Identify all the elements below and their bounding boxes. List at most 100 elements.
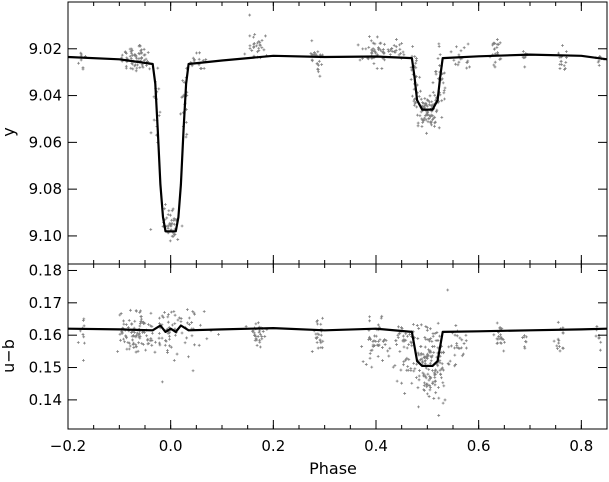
bottom-data-point <box>425 328 429 332</box>
bottom-data-point <box>260 337 264 341</box>
bottom-data-point <box>176 318 180 322</box>
bottom-data-point <box>416 386 420 390</box>
top-data-point <box>149 131 153 135</box>
top-data-point <box>436 57 440 60</box>
top-data-point <box>431 103 435 107</box>
top-data-point <box>523 65 527 69</box>
bottom-data-point <box>423 336 427 339</box>
top-data-point <box>454 62 457 66</box>
bottom-data-point <box>442 384 446 388</box>
bottom-data-point <box>395 343 398 346</box>
bottom-data-point <box>393 364 397 367</box>
top-data-point <box>425 131 428 135</box>
top-data-point <box>498 57 502 61</box>
bottom-data-point <box>426 352 429 356</box>
bottom-data-point <box>368 356 372 360</box>
bottom-data-point <box>454 324 458 327</box>
bottom-data-point <box>125 336 128 340</box>
bottom-data-point <box>417 405 420 409</box>
top-data-point <box>320 63 324 67</box>
top-data-point <box>199 67 202 70</box>
bottom-data-point <box>82 317 86 321</box>
top-data-point <box>137 57 141 60</box>
bottom-data-point <box>82 324 86 328</box>
top-data-point <box>521 49 525 53</box>
bottom-data-point <box>419 353 423 357</box>
bottom-data-point <box>417 378 421 382</box>
bottom-data-point <box>146 342 150 346</box>
bottom-data-point <box>417 327 421 330</box>
top-data-point <box>312 51 316 54</box>
top-data-point <box>163 203 167 206</box>
top-data-point <box>415 59 418 63</box>
bottom-x-tick-label: 0.4 <box>364 437 388 455</box>
top-data-point <box>429 104 433 108</box>
top-data-point <box>184 120 188 124</box>
top-data-point <box>390 47 394 51</box>
top-data-point <box>430 123 433 127</box>
top-data-point <box>260 39 264 42</box>
bottom-data-point <box>118 313 122 317</box>
bottom-data-point <box>449 344 453 348</box>
bottom-x-tick-label: 0.8 <box>569 437 593 455</box>
top-data-point <box>493 47 497 51</box>
top-data-point <box>441 81 445 85</box>
bottom-data-point <box>377 340 380 343</box>
bottom-data-point <box>263 335 267 338</box>
bottom-data-point <box>521 336 524 340</box>
bottom-data-point <box>460 346 463 350</box>
bottom-data-point <box>499 333 502 337</box>
bottom-data-point <box>425 385 429 389</box>
bottom-data-point <box>379 316 383 320</box>
bottom-data-point <box>495 321 499 325</box>
top-data-point <box>562 64 566 68</box>
bottom-data-point <box>137 341 141 345</box>
bottom-data-point <box>381 346 384 349</box>
top-data-point <box>496 50 499 54</box>
top-data-point <box>564 50 568 54</box>
bottom-data-point <box>371 345 375 348</box>
bottom-data-point <box>412 369 416 373</box>
top-model-curve <box>67 53 608 233</box>
top-data-point <box>253 32 257 36</box>
top-data-point <box>400 41 404 45</box>
top-data-point <box>423 97 427 100</box>
top-data-point <box>557 51 560 55</box>
top-data-point <box>437 126 441 130</box>
bottom-data-point <box>421 352 425 356</box>
top-data-point <box>422 101 426 105</box>
bottom-data-point <box>132 346 136 349</box>
top-data-point <box>167 209 171 213</box>
top-data-point <box>370 48 374 52</box>
bottom-data-point <box>557 341 561 345</box>
top-data-point <box>438 53 442 57</box>
top-data-point <box>561 44 564 47</box>
top-data-point <box>191 56 195 60</box>
bottom-data-point <box>438 334 442 338</box>
top-data-point <box>409 78 413 81</box>
bottom-data-point <box>382 339 385 343</box>
bottom-data-point <box>368 315 372 319</box>
bottom-data-point <box>116 350 120 353</box>
top-data-point <box>148 67 152 71</box>
bottom-data-point <box>310 350 314 353</box>
top-data-point <box>386 48 390 52</box>
bottom-data-point <box>380 314 384 318</box>
bottom-data-point <box>360 345 364 348</box>
bottom-data-point <box>135 331 139 335</box>
bottom-data-point <box>319 346 323 350</box>
top-data-point <box>370 51 373 55</box>
bottom-data-point <box>205 337 209 341</box>
bottom-data-point <box>149 311 153 315</box>
top-data-point <box>137 51 141 55</box>
bottom-data-point <box>423 388 426 392</box>
bottom-data-point <box>135 333 138 337</box>
bottom-data-point <box>411 322 415 326</box>
top-data-point <box>393 50 397 54</box>
top-data-point <box>184 135 188 139</box>
bottom-data-point <box>134 345 138 349</box>
bottom-data-point <box>431 382 435 385</box>
bottom-data-point <box>447 362 451 366</box>
top-data-point <box>410 94 414 98</box>
bottom-data-point <box>260 335 264 338</box>
